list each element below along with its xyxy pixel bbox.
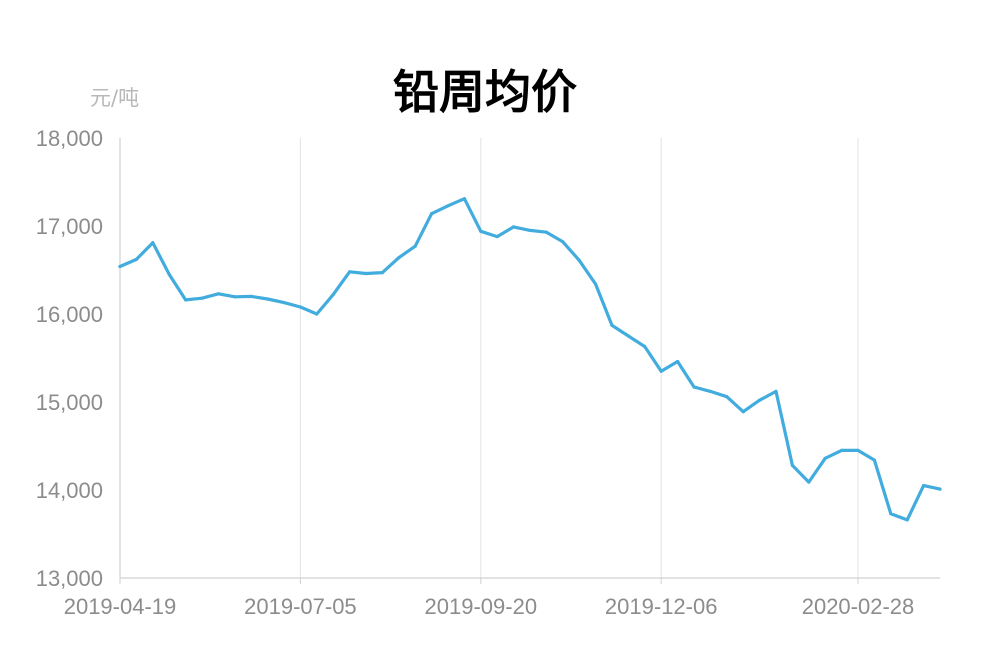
data-point	[511, 225, 516, 229]
data-point	[643, 345, 647, 349]
data-point	[758, 398, 762, 402]
data-point	[840, 448, 844, 452]
data-point	[544, 230, 549, 234]
data-point	[676, 359, 680, 364]
y-axis-unit-label: 元/吨	[90, 86, 139, 110]
data-point	[348, 270, 352, 274]
data-point	[479, 229, 483, 233]
data-point	[266, 297, 270, 301]
x-axis-ticks: 2019-04-19 2019-07-05 2019-09-20 2019-12-06…	[64, 578, 915, 619]
data-point	[889, 512, 893, 516]
data-point	[872, 458, 877, 462]
y-axis-ticks: 13,000 14,000 15,000 16,000 17,000 18,000	[36, 126, 103, 591]
y-tick-label: 14,000	[36, 478, 103, 503]
data-point	[774, 389, 778, 393]
y-tick-label: 16,000	[36, 302, 103, 327]
data-point	[741, 410, 745, 414]
data-point	[118, 264, 122, 269]
y-tick-label: 17,000	[36, 214, 103, 239]
y-tick-label: 18,000	[36, 126, 103, 151]
chart-title: 铅周均价	[393, 65, 577, 119]
data-point	[298, 305, 302, 309]
data-point	[922, 484, 926, 488]
data-point	[626, 334, 631, 338]
data-point	[233, 295, 237, 299]
data-point	[282, 301, 286, 305]
data-point	[561, 240, 565, 244]
data-point	[659, 369, 663, 373]
data-point	[725, 395, 729, 399]
data-point	[249, 294, 253, 298]
x-tick-label: 2019-07-05	[244, 594, 357, 619]
series-layer	[118, 197, 942, 522]
data-point	[823, 456, 827, 460]
data-point	[430, 212, 434, 216]
data-point	[397, 256, 401, 260]
data-point	[938, 487, 942, 491]
data-point	[495, 235, 499, 239]
data-point	[446, 204, 450, 208]
data-point	[790, 463, 795, 467]
x-tick-label: 2020-02-28	[802, 594, 915, 619]
y-tick-label: 15,000	[36, 390, 103, 415]
data-point	[692, 385, 696, 389]
x-tick-label: 2019-12-06	[605, 594, 718, 619]
data-point	[856, 448, 860, 452]
data-point	[610, 323, 614, 327]
x-tick-label: 2019-04-19	[64, 594, 177, 619]
data-point	[331, 293, 335, 297]
data-point	[216, 292, 220, 296]
data-point	[200, 296, 204, 300]
y-tick-label: 13,000	[36, 566, 103, 591]
data-point	[364, 271, 368, 276]
data-point	[905, 518, 909, 522]
data-point	[413, 244, 417, 248]
data-point	[134, 257, 138, 261]
data-point	[380, 271, 384, 275]
data-point	[594, 282, 598, 286]
data-point	[167, 272, 171, 276]
vertical-gridlines	[119, 138, 859, 578]
data-point	[462, 197, 466, 201]
data-point	[708, 389, 713, 393]
data-point	[184, 298, 188, 302]
series-line	[118, 197, 942, 522]
data-point	[807, 480, 811, 484]
data-point	[315, 312, 319, 316]
axes	[119, 138, 940, 579]
data-point	[151, 241, 155, 245]
data-point	[528, 228, 532, 232]
x-tick-label: 2019-09-20	[425, 594, 538, 619]
data-point	[577, 258, 581, 262]
